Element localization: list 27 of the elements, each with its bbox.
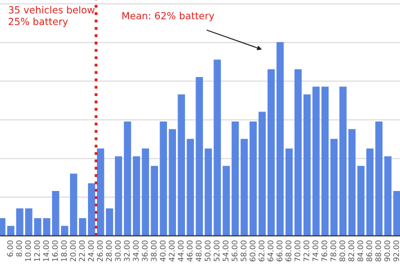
bar xyxy=(286,148,293,236)
bar xyxy=(366,148,374,236)
bar xyxy=(348,129,356,236)
bar xyxy=(79,218,86,236)
bar xyxy=(330,138,338,236)
bar xyxy=(384,156,392,236)
bar xyxy=(357,166,365,236)
bar xyxy=(124,121,132,236)
bar xyxy=(160,121,168,236)
bar xyxy=(96,148,104,236)
bar xyxy=(294,69,302,236)
bar xyxy=(375,121,383,236)
bar xyxy=(150,166,158,236)
bar xyxy=(88,183,96,236)
bar xyxy=(132,156,140,236)
bar xyxy=(312,86,320,236)
bar xyxy=(339,86,347,236)
bar xyxy=(303,94,311,236)
bar xyxy=(393,191,400,236)
text: Mean: 62% battery xyxy=(122,12,214,22)
text: 35 vehicles below 25% battery xyxy=(8,6,95,28)
bar xyxy=(321,86,329,236)
bar xyxy=(114,156,122,236)
bar xyxy=(142,148,150,236)
bar xyxy=(70,174,78,236)
bar xyxy=(168,129,176,236)
bar xyxy=(106,208,114,236)
